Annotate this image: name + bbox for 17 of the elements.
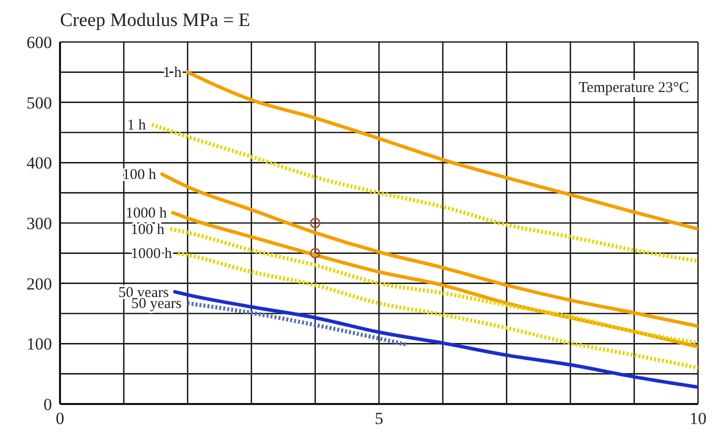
y-tick-label: 500 [26,93,52,112]
y-tick-label: 300 [26,214,52,234]
y-tick-label: 600 [26,33,52,52]
y-tick-label: 400 [26,154,52,173]
line-series [186,301,410,347]
series-label: 100 h [130,222,165,238]
annotation: Temperature 23°C [576,80,691,97]
y-tick-label: 0 [44,395,52,414]
series-label: 1 h [127,118,146,134]
series-label: 1000 h [126,206,168,222]
y-axis-title: Creep Modulus MPa = E [60,10,250,32]
x-tick-label: 5 [374,409,384,428]
x-tick-label: 0 [56,409,64,428]
y-tick-label: 200 [26,274,52,294]
y-tick-label: 100 [26,334,52,354]
line-series [186,70,698,231]
x-tick-label: 10 [690,409,706,428]
